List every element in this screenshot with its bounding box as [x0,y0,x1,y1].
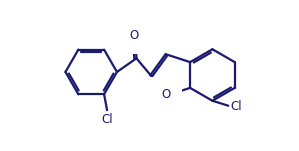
Text: O: O [130,29,139,42]
Text: Cl: Cl [101,113,113,126]
Text: O: O [161,88,170,101]
Text: Cl: Cl [230,100,242,113]
